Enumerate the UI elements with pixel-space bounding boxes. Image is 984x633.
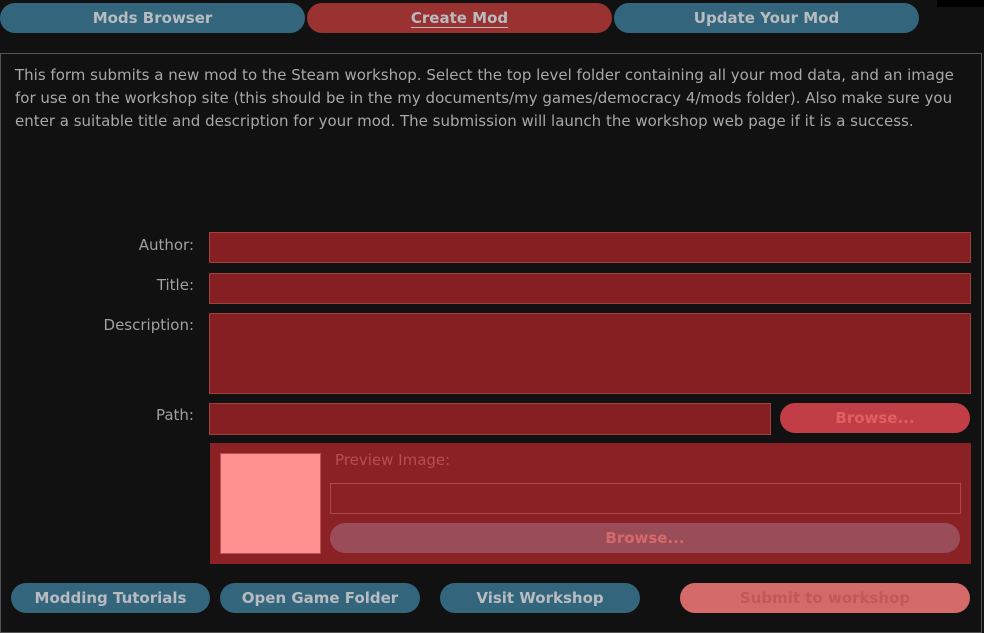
submit-to-workshop-button[interactable]: Submit to workshop [680,583,970,613]
path-browse-button[interactable]: Browse... [780,403,970,433]
open-game-folder-button[interactable]: Open Game Folder [220,583,420,613]
preview-image-label: Preview Image: [335,451,451,469]
preview-browse-button[interactable]: Browse... [330,523,960,553]
modding-tutorials-button[interactable]: Modding Tutorials [11,583,210,613]
button-label: Open Game Folder [241,589,399,607]
preview-thumbnail [220,453,321,554]
description-input[interactable] [209,313,971,394]
tab-label: Update Your Mod [693,9,840,27]
title-label: Title: [156,276,194,294]
tab-mods-browser[interactable]: Mods Browser [0,3,305,33]
path-input[interactable] [209,403,771,435]
visit-workshop-button[interactable]: Visit Workshop [440,583,640,613]
preview-image-input[interactable] [330,483,961,514]
title-input[interactable] [209,273,971,304]
tab-label: Mods Browser [92,9,213,27]
description-label: Description: [103,316,194,334]
tab-label: Create Mod [410,9,509,27]
author-label: Author: [138,236,194,254]
button-label: Modding Tutorials [34,589,187,607]
corner-block [937,0,984,7]
intro-text: This form submits a new mod to the Steam… [15,66,954,130]
button-label: Browse... [835,409,915,427]
button-label: Browse... [605,529,685,547]
button-label: Submit to workshop [739,589,911,607]
tab-create-mod[interactable]: Create Mod [307,3,612,33]
author-input[interactable] [209,232,971,263]
path-label: Path: [155,406,194,424]
tab-update-your-mod[interactable]: Update Your Mod [614,3,919,33]
button-label: Visit Workshop [476,589,604,607]
